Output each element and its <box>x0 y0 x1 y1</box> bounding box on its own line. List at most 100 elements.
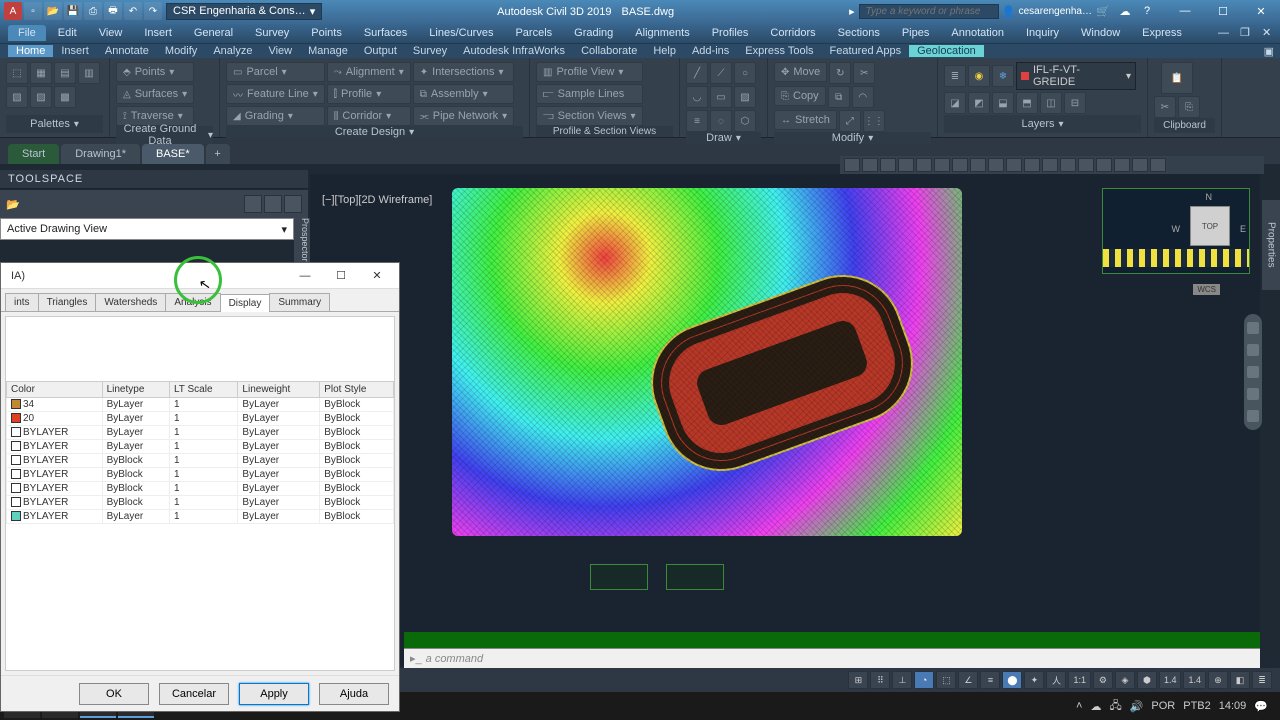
table-row[interactable]: BYLAYERByLayer1ByLayerByBlock <box>7 510 394 524</box>
paste-icon[interactable]: 📋 <box>1161 62 1193 94</box>
menu-sections[interactable]: Sections <box>828 25 890 41</box>
workspace-combo[interactable]: CSR Engenharia & Cons… ▾ <box>166 3 322 20</box>
maximize-button[interactable]: ☐ <box>1204 1 1242 21</box>
qp-icon[interactable]: ✦ <box>1024 671 1044 689</box>
table-row[interactable]: 34ByLayer1ByLayerByBlock <box>7 398 394 412</box>
lightbulb-icon[interactable]: ◉ <box>968 65 990 87</box>
hatch-icon[interactable]: ▨ <box>734 86 756 108</box>
assembly-button[interactable]: ⧉ Assembly ▾ <box>413 84 514 104</box>
col-linetype[interactable]: Linetype <box>102 382 169 398</box>
vc-icon[interactable] <box>1024 158 1040 172</box>
cut-icon[interactable]: ✂ <box>1154 96 1176 118</box>
saveas-icon[interactable]: ⎙ <box>84 2 102 20</box>
d7-icon[interactable]: ≡ <box>686 110 708 132</box>
menu-inquiry[interactable]: Inquiry <box>1016 25 1069 41</box>
nav-wheel-icon[interactable] <box>1247 322 1259 334</box>
grading-button[interactable]: ◢ Grading ▾ <box>226 106 325 126</box>
panel-ground[interactable]: Create Ground Data ▾ <box>116 126 213 144</box>
tab-triangles[interactable]: Triangles <box>38 293 97 311</box>
close-button[interactable]: ✕ <box>1242 1 1280 21</box>
s5-icon[interactable]: ≣ <box>1252 671 1272 689</box>
ribbon-tab-featured[interactable]: Featured Apps <box>822 45 910 57</box>
panel-design[interactable]: Create Design ▾ <box>226 126 523 138</box>
l4-icon[interactable]: ⬒ <box>1016 92 1038 114</box>
menu-edit[interactable]: Edit <box>48 25 87 41</box>
rotate-icon[interactable]: ↻ <box>829 62 851 84</box>
nav-zoom-icon[interactable] <box>1247 366 1259 378</box>
col-lineweight[interactable]: Lineweight <box>238 382 320 398</box>
snap-icon[interactable]: ⠿ <box>870 671 890 689</box>
arc-icon[interactable]: ◡ <box>686 86 708 108</box>
doc-close-icon[interactable]: ✕ <box>1252 24 1272 41</box>
vc-icon[interactable] <box>1114 158 1130 172</box>
stretch-button[interactable]: ↔ Stretch <box>774 110 837 130</box>
table-row[interactable]: BYLAYERByBlock1ByLayerByBlock <box>7 454 394 468</box>
table-row[interactable]: BYLAYERByLayer1ByLayerByBlock <box>7 426 394 440</box>
tray-lang[interactable]: POR <box>1151 700 1175 712</box>
tray-cloud-icon[interactable]: ☁ <box>1090 700 1101 713</box>
scale-label[interactable]: 1:1 <box>1068 671 1091 689</box>
mirror-icon[interactable]: ⧉ <box>828 86 850 108</box>
ribbon-tab-view[interactable]: View <box>260 45 300 57</box>
nav-pan-icon[interactable] <box>1247 344 1259 356</box>
apply-button[interactable]: Apply <box>239 683 309 705</box>
vc-icon[interactable] <box>1006 158 1022 172</box>
toolspace-view-combo[interactable]: Active Drawing View ▾ <box>0 218 294 240</box>
command-line[interactable]: ▸_ a command <box>404 648 1260 668</box>
pv-icon[interactable]: ▤ <box>54 62 76 84</box>
app-logo-icon[interactable]: A <box>4 2 22 20</box>
vc-icon[interactable] <box>988 158 1004 172</box>
p1-icon[interactable]: ▥ <box>78 62 100 84</box>
layerprop-icon[interactable]: ≣ <box>944 65 966 87</box>
ortho-icon[interactable]: ⊥ <box>892 671 912 689</box>
save-icon[interactable]: 💾 <box>64 2 82 20</box>
menu-surfaces[interactable]: Surfaces <box>354 25 417 41</box>
display-table[interactable]: Color Linetype LT Scale Lineweight Plot … <box>6 381 394 670</box>
tab-summary[interactable]: Summary <box>269 293 330 311</box>
vc-icon[interactable] <box>1132 158 1148 172</box>
polar-icon[interactable]: ◔ <box>914 671 934 689</box>
alignment-button[interactable]: ⤳ Alignment ▾ <box>327 62 411 82</box>
menu-pipes[interactable]: Pipes <box>892 25 940 41</box>
featureline-button[interactable]: 〰 Feature Line ▾ <box>226 84 325 104</box>
l3-icon[interactable]: ⬓ <box>992 92 1014 114</box>
tab-display[interactable]: Display <box>220 294 271 312</box>
ribbon-tab-express[interactable]: Express Tools <box>737 45 821 57</box>
open-icon[interactable]: 📂 <box>44 2 62 20</box>
vc-icon[interactable] <box>844 158 860 172</box>
menu-insert[interactable]: Insert <box>134 25 182 41</box>
vc-icon[interactable] <box>862 158 878 172</box>
tray-net-icon[interactable]: 🖧 <box>1109 697 1121 716</box>
tab-watersheds[interactable]: Watersheds <box>95 293 166 311</box>
menu-corridors[interactable]: Corridors <box>760 25 825 41</box>
tab-start[interactable]: Start <box>8 144 59 164</box>
vc-icon[interactable] <box>1150 158 1166 172</box>
vc-icon[interactable] <box>916 158 932 172</box>
tray-up-icon[interactable]: ˄ <box>1076 700 1082 712</box>
menu-alignments[interactable]: Alignments <box>625 25 699 41</box>
s3-icon[interactable]: ⊕ <box>1208 671 1228 689</box>
s1-icon[interactable]: ◈ <box>1115 671 1135 689</box>
panel-draw[interactable]: Draw ▾ <box>686 132 761 144</box>
table-row[interactable]: BYLAYERByBlock1ByLayerByBlock <box>7 468 394 482</box>
minimize-button[interactable]: — <box>1166 1 1204 21</box>
panel-layers[interactable]: Layers ▾ <box>944 115 1141 133</box>
ribbon-tab-output[interactable]: Output <box>356 45 405 57</box>
menu-window[interactable]: Window <box>1071 25 1130 41</box>
scale-icon[interactable]: ⤢ <box>839 110 861 132</box>
wcs-label[interactable]: WCS <box>1193 284 1220 295</box>
user-label[interactable]: cesarengenha… <box>1019 6 1092 17</box>
tab-drawing1[interactable]: Drawing1* <box>61 144 140 164</box>
ribbon-tab-addins[interactable]: Add-ins <box>684 45 737 57</box>
search-input[interactable] <box>859 4 999 19</box>
ribbon-tab-modify[interactable]: Modify <box>157 45 205 57</box>
ribbon-tab-infraworks[interactable]: Autodesk InfraWorks <box>455 45 573 57</box>
p4-icon[interactable]: ▩ <box>54 86 76 108</box>
ribbon-tab-manage[interactable]: Manage <box>300 45 356 57</box>
properties-palette-tab[interactable]: Properties <box>1262 200 1280 290</box>
new-icon[interactable]: ▫ <box>24 2 42 20</box>
ribbon-tab-help[interactable]: Help <box>645 45 684 57</box>
osnap-icon[interactable]: ⬚ <box>936 671 956 689</box>
menu-view[interactable]: View <box>89 25 133 41</box>
copyclip-icon[interactable]: ⎘ <box>1178 96 1200 118</box>
